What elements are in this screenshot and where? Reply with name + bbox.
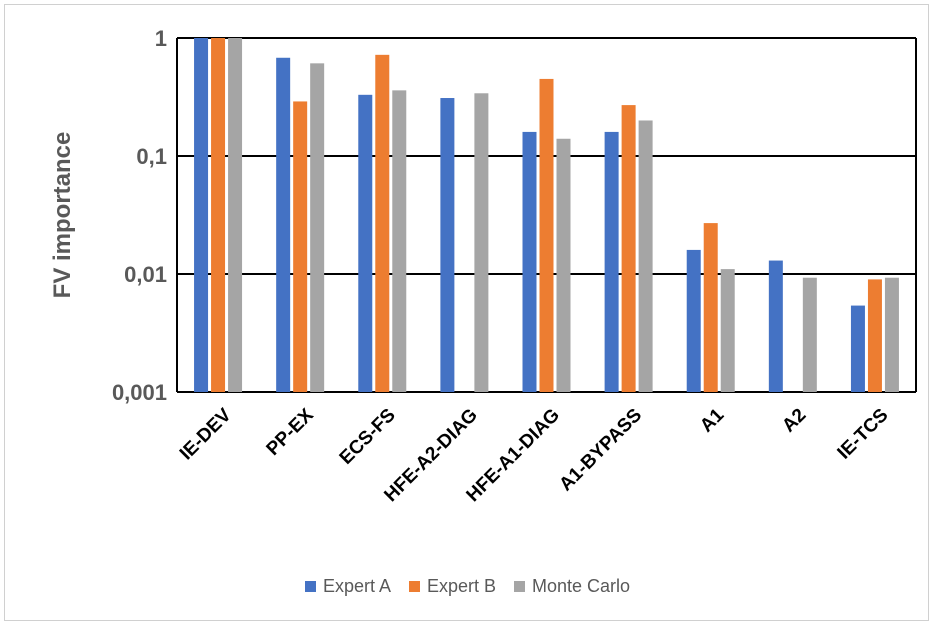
bar-expert-b — [293, 101, 308, 392]
bar-expert-a — [194, 38, 209, 392]
y-tick-label: 0,1 — [136, 144, 167, 169]
bar-expert-a — [686, 249, 701, 392]
bar-expert-b — [211, 38, 226, 392]
bar-expert-b — [539, 78, 554, 392]
bar-monte-carlo — [884, 277, 899, 392]
x-tick-label: A2 — [778, 405, 810, 437]
bar-expert-a — [522, 131, 537, 392]
bar-monte-carlo — [802, 277, 817, 392]
bar-expert-a — [768, 260, 783, 392]
x-tick-label: A1-BYPASS — [555, 405, 646, 496]
bar-monte-carlo — [228, 38, 243, 392]
legend-item-monte-carlo: Monte Carlo — [514, 576, 630, 597]
y-tick-label: 0,001 — [112, 380, 167, 405]
y-axis-label: FV importance — [49, 132, 76, 299]
bar-expert-a — [358, 94, 373, 392]
legend-label-expert-b: Expert B — [426, 576, 497, 596]
bar-monte-carlo — [638, 120, 653, 393]
bar-monte-carlo — [720, 269, 735, 392]
bar-expert-a — [604, 131, 619, 392]
bar-expert-a — [440, 98, 455, 392]
bar-monte-carlo — [556, 138, 571, 392]
x-tick-label: PP-EX — [263, 404, 318, 459]
bar-monte-carlo — [392, 90, 407, 392]
x-tick-label: IE-TCS — [834, 405, 893, 464]
bar-expert-b — [703, 223, 718, 392]
x-tick-label: IE-DEV — [176, 404, 236, 464]
y-tick-label: 0,01 — [124, 262, 167, 287]
legend-swatch-expert-a — [304, 581, 316, 592]
chart-legend: Expert A Expert B Monte Carlo — [0, 576, 935, 597]
x-tick-label: A1 — [696, 404, 728, 436]
legend-swatch-expert-b — [408, 581, 420, 592]
legend-label-expert-a: Expert A — [322, 576, 391, 596]
x-tick-label: ECS-FS — [336, 405, 400, 469]
bar-expert-b — [375, 54, 390, 392]
legend-item-expert-b: Expert B — [408, 576, 497, 597]
legend-item-expert-a: Expert A — [304, 576, 391, 597]
legend-swatch-monte-carlo — [514, 581, 526, 592]
legend-label-monte-carlo: Monte Carlo — [532, 576, 631, 596]
bar-expert-a — [276, 57, 291, 392]
bar-expert-a — [850, 305, 865, 392]
bar-monte-carlo — [310, 63, 325, 392]
bar-monte-carlo — [474, 93, 489, 392]
bar-expert-b — [621, 105, 636, 393]
y-tick-label: 1 — [155, 26, 167, 51]
bar-expert-b — [867, 279, 882, 392]
